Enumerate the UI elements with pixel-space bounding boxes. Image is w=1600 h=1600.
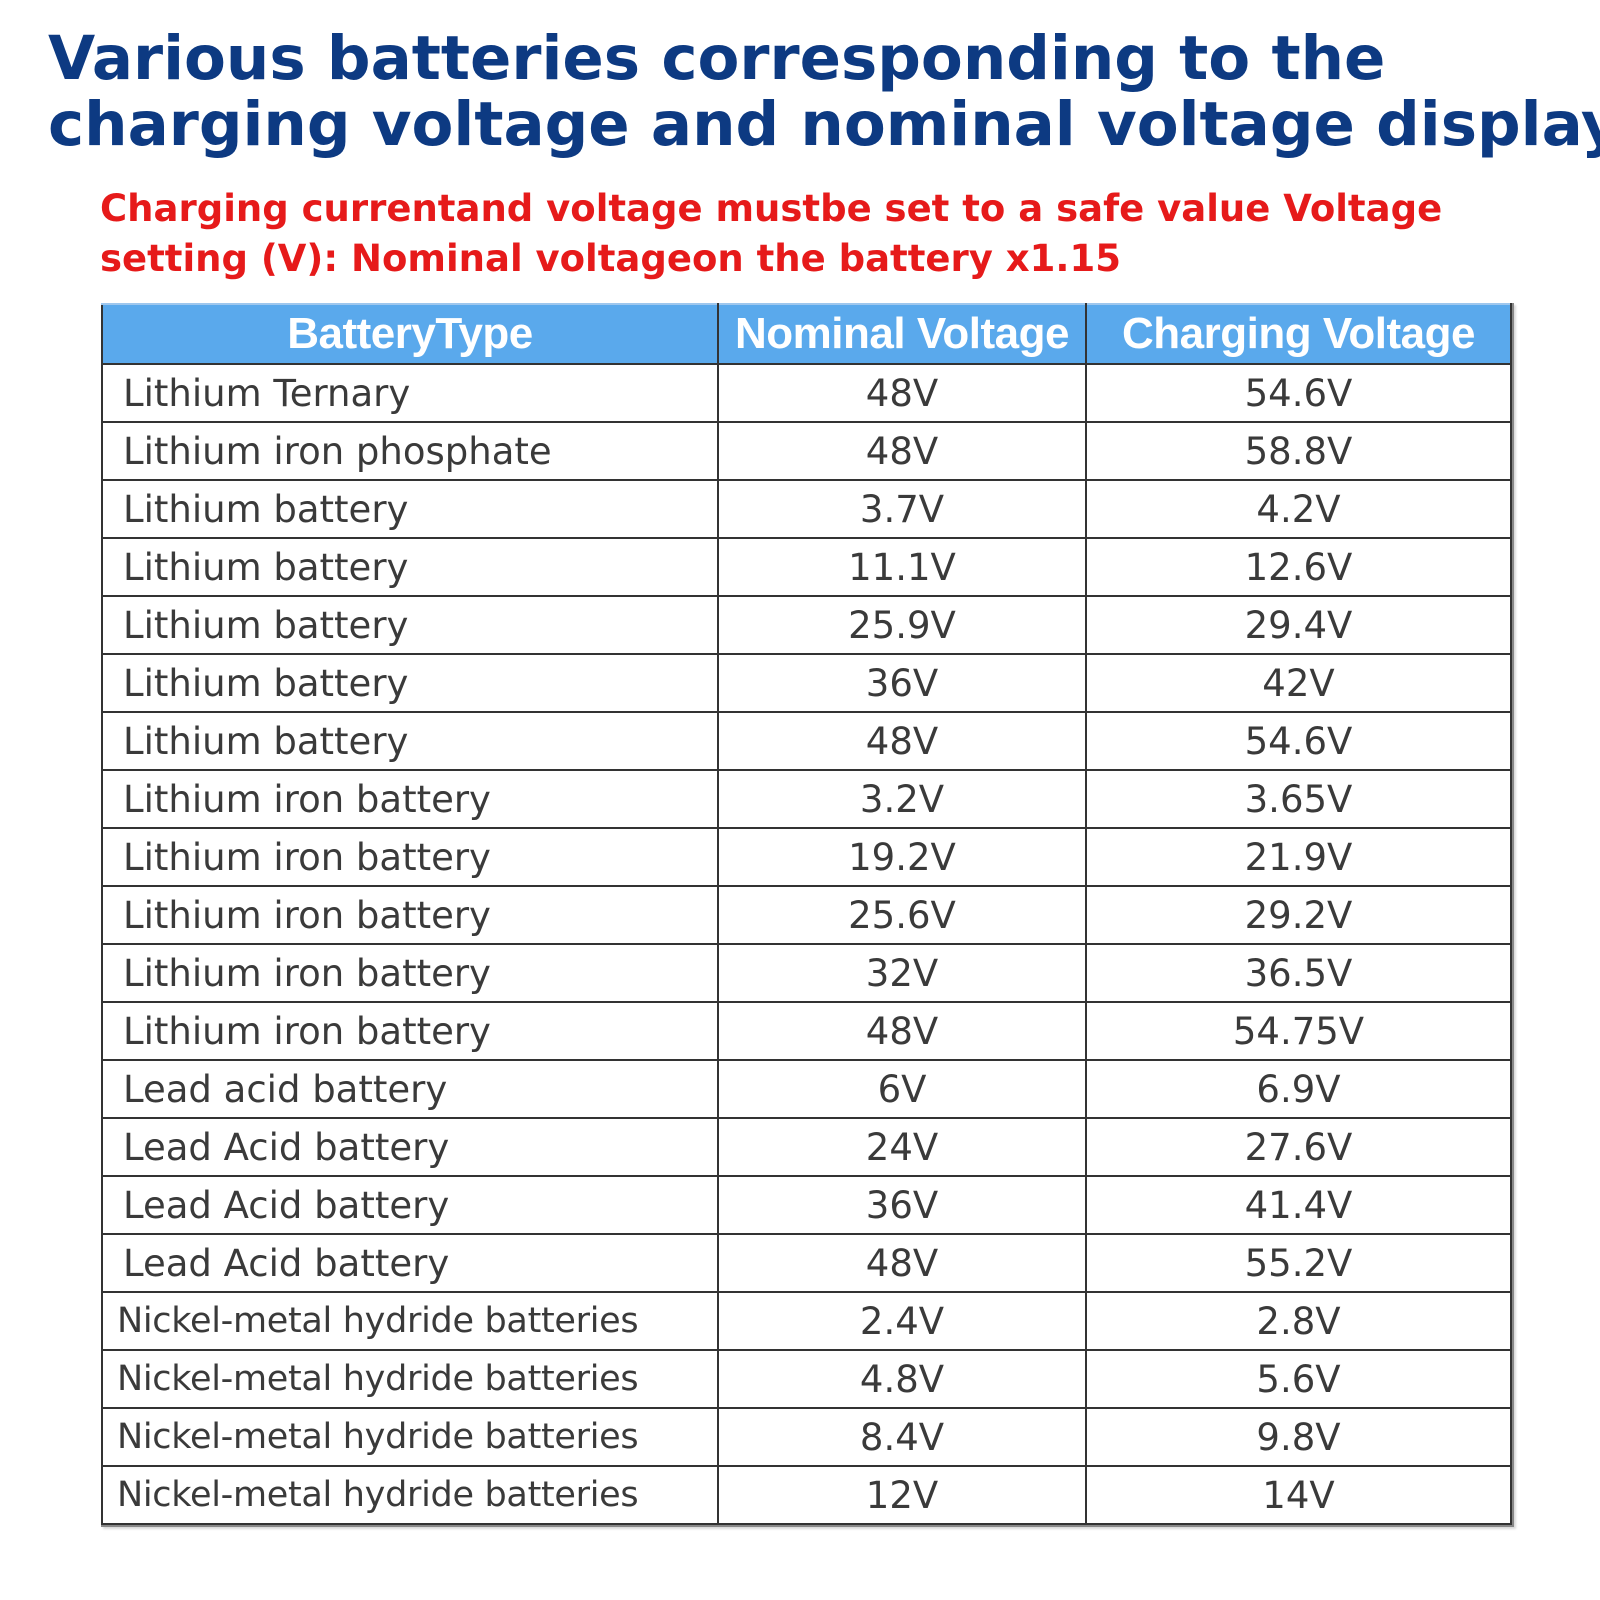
cell-battery-type: Lithium battery xyxy=(101,653,719,713)
cell-charging-voltage: 2.8V xyxy=(1085,1291,1512,1351)
table-row: Lithium battery 25.9V 29.4V xyxy=(101,595,1512,655)
cell-nominal-voltage: 3.7V xyxy=(717,479,1087,539)
cell-nominal-voltage: 25.6V xyxy=(717,885,1087,945)
table-row: Lithium Ternary 48V 54.6V xyxy=(101,363,1512,423)
table-row: Lithium battery 36V 42V xyxy=(101,653,1512,713)
table-row: Lithium battery 11.1V 12.6V xyxy=(101,537,1512,597)
cell-battery-type: Lithium iron battery xyxy=(101,1001,719,1061)
header-battery-type: BatteryType xyxy=(101,303,719,365)
safety-note: Charging currentand voltage mustbe set t… xyxy=(100,184,1580,284)
safety-note-line-1: Charging currentand voltage mustbe set t… xyxy=(100,187,1443,230)
title-line-2: charging voltage and nominal voltage dis… xyxy=(48,89,1600,160)
voltage-table-container: BatteryType Nominal Voltage Charging Vol… xyxy=(101,303,1514,1527)
cell-charging-voltage: 12.6V xyxy=(1085,537,1512,597)
table-header-row: BatteryType Nominal Voltage Charging Vol… xyxy=(101,303,1512,365)
cell-nominal-voltage: 32V xyxy=(717,943,1087,1003)
cell-battery-type: Nickel-metal hydride batteries xyxy=(101,1349,719,1409)
cell-charging-voltage: 54.6V xyxy=(1085,363,1512,423)
cell-nominal-voltage: 36V xyxy=(717,1175,1087,1235)
cell-charging-voltage: 3.65V xyxy=(1085,769,1512,829)
table-row: Nickel-metal hydride batteries 8.4V 9.8V xyxy=(101,1407,1512,1467)
cell-nominal-voltage: 48V xyxy=(717,421,1087,481)
cell-battery-type: Lithium Ternary xyxy=(101,363,719,423)
table-row: Lithium iron battery 3.2V 3.65V xyxy=(101,769,1512,829)
table-row: Nickel-metal hydride batteries 12V 14V xyxy=(101,1465,1512,1525)
header-nominal-voltage: Nominal Voltage xyxy=(717,303,1087,365)
cell-nominal-voltage: 12V xyxy=(717,1465,1087,1525)
cell-battery-type: Lithium battery xyxy=(101,595,719,655)
cell-battery-type: Lithium battery xyxy=(101,537,719,597)
cell-nominal-voltage: 4.8V xyxy=(717,1349,1087,1409)
table-row: Lead Acid battery 36V 41.4V xyxy=(101,1175,1512,1235)
cell-nominal-voltage: 25.9V xyxy=(717,595,1087,655)
cell-battery-type: Nickel-metal hydride batteries xyxy=(101,1291,719,1351)
cell-nominal-voltage: 48V xyxy=(717,1233,1087,1293)
cell-charging-voltage: 55.2V xyxy=(1085,1233,1512,1293)
title-line-1: Various batteries corresponding to the xyxy=(48,23,1386,94)
cell-nominal-voltage: 3.2V xyxy=(717,769,1087,829)
cell-charging-voltage: 42V xyxy=(1085,653,1512,713)
cell-battery-type: Lithium iron phosphate xyxy=(101,421,719,481)
cell-battery-type: Nickel-metal hydride batteries xyxy=(101,1465,719,1525)
cell-charging-voltage: 29.2V xyxy=(1085,885,1512,945)
cell-charging-voltage: 4.2V xyxy=(1085,479,1512,539)
cell-nominal-voltage: 8.4V xyxy=(717,1407,1087,1467)
safety-note-line-2: setting (V): Nominal voltageon the batte… xyxy=(100,237,1121,280)
table-row: Nickel-metal hydride batteries 4.8V 5.6V xyxy=(101,1349,1512,1409)
cell-charging-voltage: 36.5V xyxy=(1085,943,1512,1003)
cell-nominal-voltage: 11.1V xyxy=(717,537,1087,597)
cell-charging-voltage: 6.9V xyxy=(1085,1059,1512,1119)
table-row: Lithium iron battery 25.6V 29.2V xyxy=(101,885,1512,945)
voltage-table: BatteryType Nominal Voltage Charging Vol… xyxy=(101,303,1512,1525)
cell-nominal-voltage: 48V xyxy=(717,1001,1087,1061)
cell-charging-voltage: 14V xyxy=(1085,1465,1512,1525)
cell-battery-type: Lithium iron battery xyxy=(101,885,719,945)
cell-battery-type: Lithium iron battery xyxy=(101,827,719,887)
table-row: Lithium iron battery 19.2V 21.9V xyxy=(101,827,1512,887)
cell-charging-voltage: 41.4V xyxy=(1085,1175,1512,1235)
cell-battery-type: Lead Acid battery xyxy=(101,1175,719,1235)
cell-battery-type: Lithium iron battery xyxy=(101,769,719,829)
table-body: Lithium Ternary 48V 54.6V Lithium iron phos… xyxy=(101,363,1512,1525)
cell-charging-voltage: 54.75V xyxy=(1085,1001,1512,1061)
cell-nominal-voltage: 24V xyxy=(717,1117,1087,1177)
table-row: Lithium iron battery 32V 36.5V xyxy=(101,943,1512,1003)
cell-battery-type: Lead acid battery xyxy=(101,1059,719,1119)
cell-battery-type: Lead Acid battery xyxy=(101,1117,719,1177)
header-charging-voltage: Charging Voltage xyxy=(1085,303,1512,365)
cell-nominal-voltage: 6V xyxy=(717,1059,1087,1119)
cell-charging-voltage: 29.4V xyxy=(1085,595,1512,655)
table-row: Lead Acid battery 24V 27.6V xyxy=(101,1117,1512,1177)
table-row: Lithium battery 48V 54.6V xyxy=(101,711,1512,771)
cell-battery-type: Lithium battery xyxy=(101,711,719,771)
page-title: Various batteries corresponding to the c… xyxy=(48,23,1600,160)
cell-nominal-voltage: 19.2V xyxy=(717,827,1087,887)
cell-battery-type: Lithium battery xyxy=(101,479,719,539)
table-row: Lead acid battery 6V 6.9V xyxy=(101,1059,1512,1119)
cell-nominal-voltage: 36V xyxy=(717,653,1087,713)
cell-charging-voltage: 58.8V xyxy=(1085,421,1512,481)
cell-charging-voltage: 5.6V xyxy=(1085,1349,1512,1409)
cell-battery-type: Nickel-metal hydride batteries xyxy=(101,1407,719,1467)
cell-charging-voltage: 27.6V xyxy=(1085,1117,1512,1177)
cell-charging-voltage: 21.9V xyxy=(1085,827,1512,887)
cell-battery-type: Lithium iron battery xyxy=(101,943,719,1003)
table-row: Nickel-metal hydride batteries 2.4V 2.8V xyxy=(101,1291,1512,1351)
cell-charging-voltage: 54.6V xyxy=(1085,711,1512,771)
table-row: Lithium battery 3.7V 4.2V xyxy=(101,479,1512,539)
cell-nominal-voltage: 48V xyxy=(717,711,1087,771)
cell-nominal-voltage: 48V xyxy=(717,363,1087,423)
table-row: Lithium iron battery 48V 54.75V xyxy=(101,1001,1512,1061)
cell-charging-voltage: 9.8V xyxy=(1085,1407,1512,1467)
table-row: Lithium iron phosphate 48V 58.8V xyxy=(101,421,1512,481)
cell-battery-type: Lead Acid battery xyxy=(101,1233,719,1293)
table-row: Lead Acid battery 48V 55.2V xyxy=(101,1233,1512,1293)
cell-nominal-voltage: 2.4V xyxy=(717,1291,1087,1351)
